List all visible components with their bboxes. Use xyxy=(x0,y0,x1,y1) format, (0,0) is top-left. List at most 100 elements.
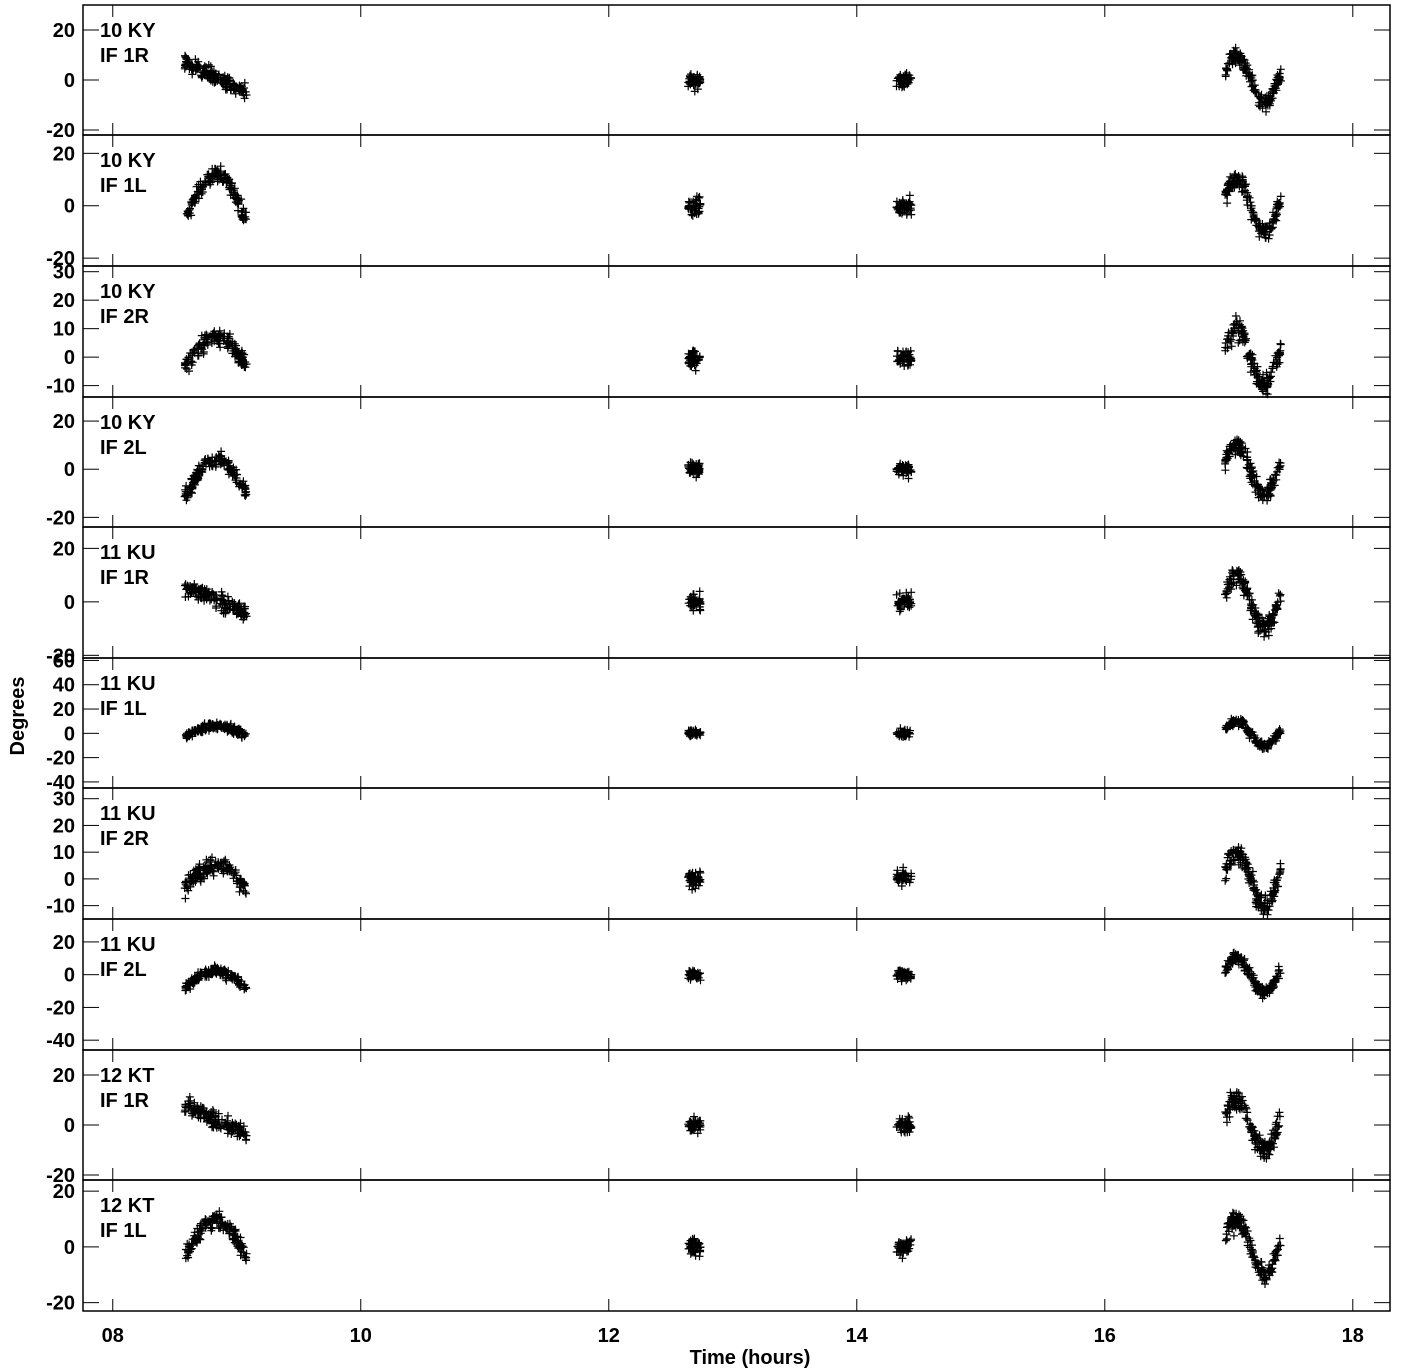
panel-label-antenna: 11 KU xyxy=(100,803,156,825)
data-point xyxy=(696,199,705,208)
data-point xyxy=(1241,63,1250,72)
data-point xyxy=(1264,234,1273,243)
data-point xyxy=(1239,187,1247,196)
series-points xyxy=(181,1207,1285,1288)
panel-frame xyxy=(82,396,1391,528)
data-point xyxy=(205,172,214,181)
panel-label-if: IF 1L xyxy=(100,1220,147,1242)
data-point xyxy=(1259,225,1268,234)
data-point xyxy=(1221,876,1230,885)
data-point xyxy=(197,344,205,352)
data-point xyxy=(192,60,201,69)
data-point xyxy=(1275,76,1284,85)
series-points xyxy=(180,435,1285,505)
panel-label-if: IF 1R xyxy=(100,1090,149,1112)
data-point xyxy=(1247,82,1256,91)
data-point xyxy=(194,194,203,203)
y-tick-label: 0 xyxy=(64,70,75,92)
y-tick-label: -20 xyxy=(46,748,75,770)
series-points xyxy=(180,43,1285,116)
data-point xyxy=(1265,96,1274,105)
data-point xyxy=(1276,859,1285,868)
data-point xyxy=(1264,222,1273,231)
data-point xyxy=(211,330,220,339)
data-point xyxy=(218,177,227,186)
data-point xyxy=(241,363,250,372)
panel-label-if: IF 1L xyxy=(100,175,147,197)
data-point xyxy=(200,338,209,347)
data-point xyxy=(233,346,242,355)
data-point xyxy=(183,55,192,64)
data-point xyxy=(1275,1108,1284,1117)
y-tick-label: 0 xyxy=(64,347,75,369)
x-tick-label: 08 xyxy=(102,1325,124,1347)
panel-2: 20 0 -20 10 KY IF 1L xyxy=(46,134,1391,270)
data-point xyxy=(692,196,701,205)
panel-frame xyxy=(82,134,1391,267)
data-point xyxy=(906,360,914,369)
y-tick-label: 20 xyxy=(53,1181,75,1203)
data-point xyxy=(216,167,225,176)
x-axis-label: Time (hours) xyxy=(690,1347,811,1369)
data-point xyxy=(1275,69,1284,78)
panel-frame xyxy=(82,1179,1391,1312)
data-point xyxy=(684,203,693,211)
y-tick-label: 0 xyxy=(64,1115,75,1137)
data-point xyxy=(1247,74,1256,82)
data-point xyxy=(896,359,905,368)
panel-frame xyxy=(82,4,1391,136)
panel-label-antenna: 12 KT xyxy=(100,1195,154,1217)
y-tick-label: 0 xyxy=(64,592,75,614)
data-point xyxy=(1231,170,1240,178)
data-point xyxy=(238,88,246,97)
data-point xyxy=(220,170,228,179)
panel-10: 20 0 -20 12 KT IF 1L xyxy=(46,1179,1391,1315)
data-point xyxy=(1269,208,1277,217)
series-points xyxy=(180,566,1285,641)
data-point xyxy=(893,205,902,214)
data-point xyxy=(1240,63,1249,72)
data-point xyxy=(895,355,903,364)
data-point xyxy=(191,67,200,75)
data-point xyxy=(687,351,696,360)
y-tick-label: -20 xyxy=(46,1293,75,1315)
data-point xyxy=(232,195,241,204)
data-point xyxy=(1222,874,1231,883)
y-tick-label: 20 xyxy=(53,538,75,560)
panel-label-if: IF 2L xyxy=(100,959,147,981)
data-point xyxy=(232,83,241,92)
panel-label-if: IF 1R xyxy=(100,567,149,589)
data-point xyxy=(213,76,222,85)
data-point xyxy=(229,191,238,200)
data-point xyxy=(1268,364,1277,373)
y-tick-label: -10 xyxy=(46,376,75,398)
data-point xyxy=(1242,71,1251,80)
data-point xyxy=(213,172,221,181)
panel-frame xyxy=(82,526,1391,659)
data-point xyxy=(1231,43,1240,52)
data-point xyxy=(186,204,194,213)
data-point xyxy=(181,894,190,903)
panel-label-if: IF 2R xyxy=(100,306,149,328)
data-point xyxy=(1276,192,1285,201)
series-points xyxy=(181,312,1285,399)
data-point xyxy=(208,77,217,86)
data-point xyxy=(893,346,902,355)
data-point xyxy=(239,204,248,213)
data-point xyxy=(1223,199,1232,208)
panel-label-if: IF 2R xyxy=(100,828,149,850)
y-tick-label: 20 xyxy=(53,20,75,42)
data-point xyxy=(1272,209,1281,218)
data-point xyxy=(1248,208,1257,217)
panel-frame xyxy=(82,787,1391,920)
y-tick-label: 20 xyxy=(53,699,75,721)
data-point xyxy=(692,76,701,85)
data-point xyxy=(214,71,223,80)
y-tick-label: -10 xyxy=(46,896,75,918)
data-point xyxy=(230,339,239,348)
